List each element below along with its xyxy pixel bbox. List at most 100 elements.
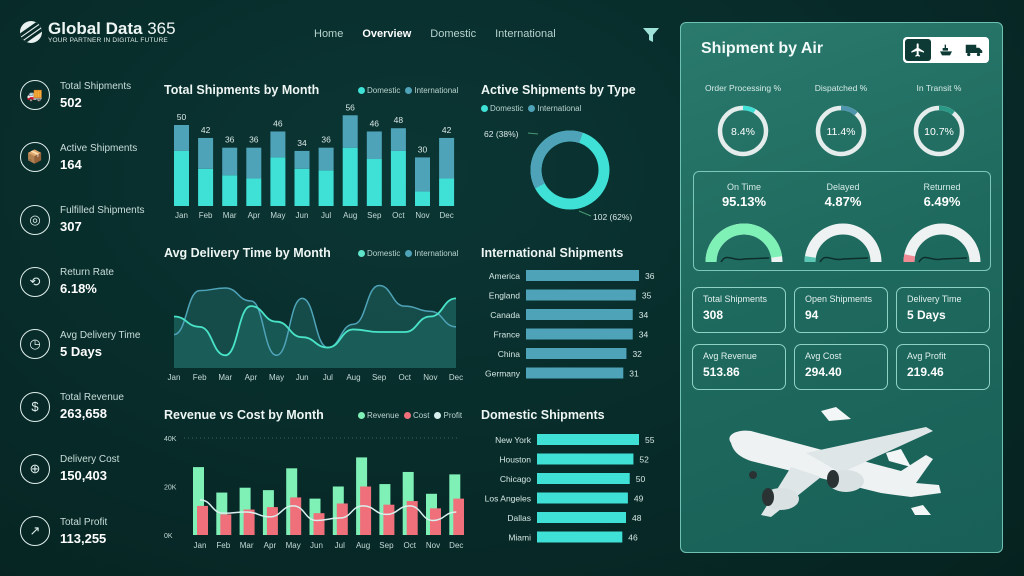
active-shipments-donut-chart[interactable]: 62 (38%) 102 (62%) [481, 120, 651, 230]
kpi-card[interactable]: 🚚 Total Shipments 502 [20, 80, 131, 110]
bar-international[interactable] [294, 150, 310, 169]
bar-international[interactable] [439, 137, 455, 179]
hbar[interactable] [537, 473, 630, 484]
bar-international[interactable] [342, 115, 358, 148]
metric-card[interactable]: Delivery Time 5 Days [896, 287, 990, 333]
bar-domestic[interactable] [222, 175, 238, 206]
kpi-card[interactable]: ◷ Avg Delivery Time 5 Days [20, 329, 140, 360]
kpi-card[interactable]: ◎ Fulfilled Shipments 307 [20, 204, 144, 235]
hbar[interactable] [526, 367, 624, 379]
bar-cost[interactable] [313, 513, 325, 535]
card-value: 308 [703, 308, 724, 322]
line-profit[interactable] [199, 499, 457, 522]
progress-ring[interactable]: 10.7% [909, 101, 969, 161]
bar-cost[interactable] [430, 508, 441, 535]
bar-cost[interactable] [453, 498, 464, 535]
bar-domestic[interactable] [415, 191, 430, 206]
hbar[interactable] [526, 289, 636, 301]
bar-revenue[interactable] [193, 467, 204, 535]
semi-gauge[interactable] [798, 218, 888, 268]
bar-domestic[interactable] [270, 157, 286, 206]
bar-cost[interactable] [220, 514, 232, 535]
nav-home[interactable]: Home [314, 28, 344, 40]
kpi-card[interactable]: $ Total Revenue 263,658 [20, 391, 124, 422]
mode-sea-button[interactable] [933, 39, 959, 61]
hbar[interactable] [537, 512, 627, 523]
bar-domestic[interactable] [390, 150, 406, 206]
nav-overview[interactable]: Overview [362, 28, 412, 40]
hbar[interactable] [526, 270, 639, 281]
bar-domestic[interactable] [318, 170, 334, 206]
bar-domestic[interactable] [342, 147, 358, 206]
metric-card[interactable]: Avg Cost 294.40 [794, 344, 888, 390]
hbar[interactable] [537, 492, 628, 504]
bar-domestic[interactable] [246, 178, 262, 206]
bar-international[interactable] [222, 147, 238, 176]
hbar[interactable] [537, 434, 639, 445]
legend-international[interactable]: International [405, 86, 458, 95]
hbar[interactable] [537, 531, 623, 543]
kpi-card[interactable]: 📦 Active Shipments 164 [20, 142, 137, 173]
semi-gauge[interactable] [699, 218, 789, 268]
target-icon: ◎ [20, 204, 50, 235]
progress-ring[interactable]: 8.4% [713, 101, 773, 161]
nav-international[interactable]: International [495, 28, 556, 40]
bar-international[interactable] [390, 128, 406, 151]
svg-text:48: 48 [394, 115, 404, 125]
mode-air-button[interactable] [905, 39, 931, 61]
kpi-card[interactable]: ⟲ Return Rate 6.18% [20, 266, 114, 297]
total-shipments-bar-chart[interactable]: 50 Jan 42 Feb 36 Mar 36 Apr 46 May 34 Jun 36 Jul 56 Aug… [164, 100, 464, 225]
bar-cost[interactable] [360, 486, 372, 536]
funnel-icon[interactable] [642, 26, 660, 44]
bar-domestic[interactable] [294, 168, 310, 206]
kpi-label: Total Shipments [60, 80, 132, 92]
legend-international[interactable]: International [528, 104, 581, 113]
bar-domestic[interactable] [174, 150, 189, 206]
bar-international[interactable] [366, 131, 382, 160]
bar-cost[interactable] [406, 501, 418, 535]
legend-domestic[interactable]: Domestic [481, 104, 523, 113]
legend-profit[interactable]: Profit [434, 411, 462, 420]
bar-domestic[interactable] [366, 159, 382, 206]
bar-cost[interactable] [266, 507, 278, 535]
metric-card[interactable]: Open Shipments 94 [794, 287, 888, 333]
bar-international[interactable] [198, 137, 214, 169]
semi-gauge[interactable] [897, 218, 987, 268]
bar-cost[interactable] [290, 497, 302, 535]
metric-card[interactable]: Avg Revenue 513.86 [692, 344, 786, 390]
bar-cost[interactable] [197, 505, 208, 535]
line-domestic[interactable] [173, 297, 457, 357]
hbar[interactable] [537, 453, 634, 465]
revenue-cost-combo-chart[interactable]: 0K 20K 40K Jan Feb Mar Apr May Jun Jul Aug Sep Oct No… [164, 430, 464, 556]
hbar[interactable] [526, 348, 627, 359]
bar-cost[interactable] [383, 504, 395, 535]
bar-international[interactable] [415, 157, 430, 192]
brand-logo[interactable]: Global Data 365 YOUR PARTNER IN DIGITAL … [20, 20, 176, 44]
international-shipments-bar-chart[interactable]: America 36 England 35 Canada 34 France 34 China 3… [481, 268, 661, 390]
kpi-card[interactable]: ↗ Total Profit 113,255 [20, 516, 107, 547]
legend-cost[interactable]: Cost [404, 411, 429, 420]
bar-international[interactable] [174, 125, 189, 151]
delivery-time-area-chart[interactable]: Jan Feb Mar Apr May Jun Jul Aug Sep Oct Nov Dec [164, 262, 464, 387]
legend-domestic[interactable]: Domestic [358, 86, 400, 95]
bar-cost[interactable] [336, 503, 348, 535]
kpi-card[interactable]: ⊕ Delivery Cost 150,403 [20, 453, 119, 484]
bar-domestic[interactable] [439, 178, 455, 206]
legend-international[interactable]: International [405, 249, 458, 258]
domestic-shipments-bar-chart[interactable]: New York 55 Houston 52 Chicago 50 Los Angeles 4… [481, 432, 661, 554]
nav-domestic[interactable]: Domestic [430, 28, 477, 40]
metric-card[interactable]: Total Shipments 308 [692, 287, 786, 333]
hbar[interactable] [526, 328, 633, 340]
bar-international[interactable] [270, 131, 286, 158]
bar-international[interactable] [246, 147, 262, 179]
bar-cost[interactable] [243, 509, 255, 535]
line-international[interactable] [173, 284, 457, 357]
mode-road-button[interactable] [961, 39, 987, 61]
bar-international[interactable] [318, 147, 334, 171]
legend-revenue[interactable]: Revenue [358, 411, 399, 420]
legend-domestic[interactable]: Domestic [358, 249, 400, 258]
progress-ring[interactable]: 11.4% [811, 101, 871, 161]
hbar[interactable] [526, 309, 633, 320]
metric-card[interactable]: Avg Profit 219.46 [896, 344, 990, 390]
bar-domestic[interactable] [198, 168, 214, 206]
